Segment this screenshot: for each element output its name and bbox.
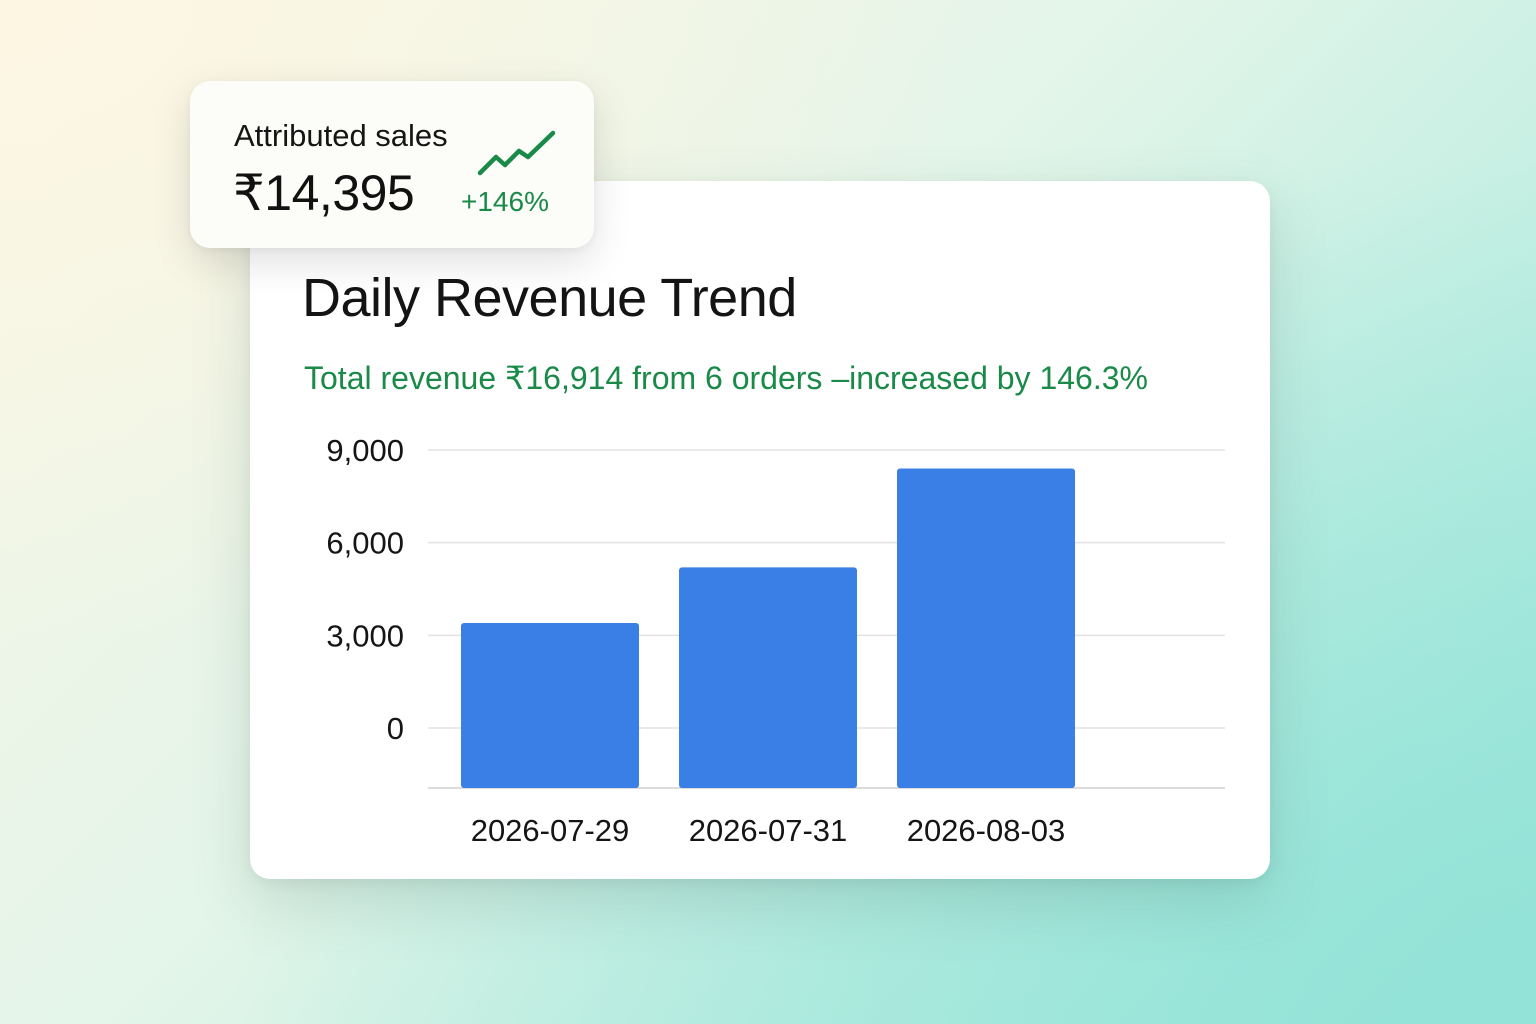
kpi-value: ₹14,395 bbox=[233, 165, 415, 221]
x-tick-label: 2026-07-29 bbox=[471, 813, 630, 848]
revenue-chart-card: Daily Revenue Trend Total revenue ₹16,91… bbox=[250, 181, 1270, 879]
y-tick-label: 9,000 bbox=[326, 433, 404, 468]
y-tick-label: 3,000 bbox=[326, 618, 404, 653]
attributed-sales-card: Attributed sales ₹14,395 +146% bbox=[190, 81, 594, 248]
kpi-change: +146% bbox=[461, 186, 549, 217]
x-tick-label: 2026-07-31 bbox=[689, 813, 848, 848]
bar-2026-08-03 bbox=[897, 468, 1075, 788]
revenue-bar-chart: 9,000 6,000 3,000 0 2026-07-29 2026-07-31 2026… bbox=[326, 433, 1225, 848]
trend-up-icon bbox=[477, 130, 556, 176]
bar-2026-07-29 bbox=[461, 622, 639, 788]
kpi-label: Attributed sales bbox=[234, 118, 448, 153]
y-tick-label: 0 bbox=[387, 711, 404, 746]
chart-title: Daily Revenue Trend bbox=[302, 268, 797, 328]
y-tick-label: 6,000 bbox=[326, 526, 404, 561]
bar-2026-07-31 bbox=[679, 567, 857, 788]
x-tick-label: 2026-08-03 bbox=[907, 813, 1066, 848]
chart-subtitle: Total revenue ₹16,914 from 6 orders –inc… bbox=[304, 360, 1148, 396]
